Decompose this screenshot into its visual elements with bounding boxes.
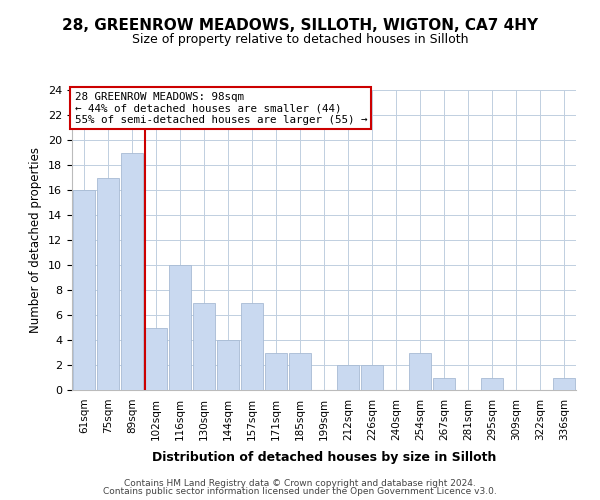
Bar — [265, 352, 287, 390]
Text: Contains HM Land Registry data © Crown copyright and database right 2024.: Contains HM Land Registry data © Crown c… — [124, 478, 476, 488]
Text: Size of property relative to detached houses in Silloth: Size of property relative to detached ho… — [132, 32, 468, 46]
Bar — [481, 378, 503, 390]
Bar — [337, 365, 359, 390]
Bar — [409, 352, 431, 390]
Text: 28, GREENROW MEADOWS, SILLOTH, WIGTON, CA7 4HY: 28, GREENROW MEADOWS, SILLOTH, WIGTON, C… — [62, 18, 538, 32]
Bar — [169, 265, 191, 390]
Bar — [553, 378, 575, 390]
Text: 28 GREENROW MEADOWS: 98sqm
← 44% of detached houses are smaller (44)
55% of semi: 28 GREENROW MEADOWS: 98sqm ← 44% of deta… — [74, 92, 367, 124]
Bar — [217, 340, 239, 390]
Bar — [289, 352, 311, 390]
X-axis label: Distribution of detached houses by size in Silloth: Distribution of detached houses by size … — [152, 451, 496, 464]
Bar — [433, 378, 455, 390]
Bar — [241, 302, 263, 390]
Bar — [121, 152, 143, 390]
Bar — [145, 328, 167, 390]
Bar — [97, 178, 119, 390]
Text: Contains public sector information licensed under the Open Government Licence v3: Contains public sector information licen… — [103, 487, 497, 496]
Bar — [361, 365, 383, 390]
Y-axis label: Number of detached properties: Number of detached properties — [29, 147, 43, 333]
Bar — [193, 302, 215, 390]
Bar — [73, 190, 95, 390]
